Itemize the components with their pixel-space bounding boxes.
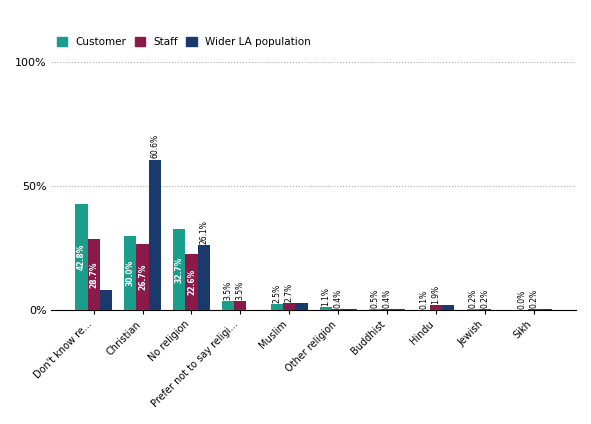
Text: 0.4%: 0.4% (334, 288, 343, 308)
Bar (222, 301, 234, 310)
Text: 42.8%: 42.8% (77, 244, 86, 270)
Text: 0.2%: 0.2% (530, 289, 538, 308)
Text: 26.1%: 26.1% (199, 220, 208, 244)
Bar (75, 204, 87, 310)
Legend: Customer, Staff, Wider LA population: Customer, Staff, Wider LA population (57, 37, 311, 47)
Bar (100, 290, 112, 310)
Bar (186, 254, 197, 310)
Bar (320, 307, 332, 310)
Text: 60.6%: 60.6% (150, 134, 160, 158)
Text: 0.0%: 0.0% (517, 290, 526, 309)
Bar (173, 229, 186, 310)
Text: 1.1%: 1.1% (322, 287, 330, 306)
Text: 2.5%: 2.5% (272, 283, 281, 303)
Text: 0.2%: 0.2% (480, 289, 489, 308)
Bar (332, 309, 345, 310)
Bar (345, 309, 356, 310)
Text: 28.7%: 28.7% (89, 261, 98, 287)
Text: 30.0%: 30.0% (126, 259, 135, 286)
Text: 0.5%: 0.5% (371, 288, 379, 307)
Text: 3.5%: 3.5% (236, 281, 245, 300)
Text: 32.7%: 32.7% (175, 256, 184, 282)
Bar (283, 303, 296, 310)
Bar (369, 309, 381, 310)
Bar (124, 235, 137, 310)
Text: 22.6%: 22.6% (187, 269, 196, 295)
Text: 2.7%: 2.7% (285, 283, 294, 302)
Bar (393, 309, 405, 310)
Text: 3.5%: 3.5% (223, 281, 233, 300)
Bar (381, 309, 393, 310)
Bar (296, 303, 308, 310)
Bar (87, 239, 100, 310)
Text: 0.4%: 0.4% (382, 288, 392, 308)
Bar (149, 159, 161, 310)
Text: 1.9%: 1.9% (431, 285, 440, 304)
Bar (197, 245, 210, 310)
Bar (430, 305, 442, 310)
Bar (442, 305, 454, 310)
Bar (271, 304, 283, 310)
Text: 0.1%: 0.1% (419, 289, 428, 309)
Bar (137, 244, 149, 310)
Bar (234, 301, 246, 310)
Text: 26.7%: 26.7% (138, 264, 147, 290)
Text: 0.2%: 0.2% (468, 289, 477, 308)
